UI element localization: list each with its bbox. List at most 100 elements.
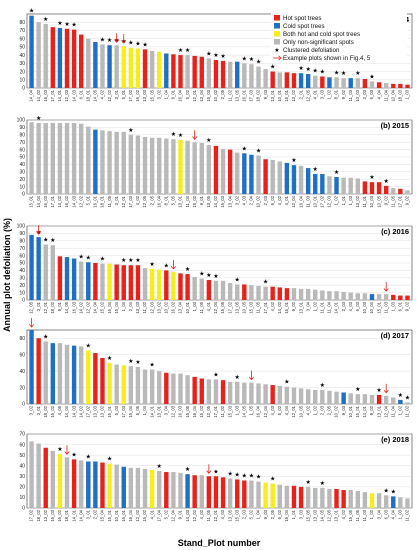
cluster-star-marker: ★ — [78, 254, 83, 261]
bar — [341, 291, 346, 300]
x-category-label: 11_05 — [390, 195, 395, 207]
y-tick-label: 70 — [19, 28, 25, 34]
x-category-label: 12_02 — [78, 195, 83, 207]
x-category-label: 8_01 — [164, 195, 169, 205]
bar — [78, 261, 84, 300]
bar — [178, 55, 183, 88]
x-category-label: 12_02 — [85, 301, 90, 313]
bar — [298, 165, 304, 194]
bar — [355, 178, 361, 194]
bar — [36, 338, 41, 404]
x-category-label: 16_03 — [43, 195, 48, 207]
bar — [383, 395, 389, 404]
x-category-label: 4_02 — [277, 195, 282, 205]
bar — [142, 369, 148, 404]
x-category-label: 1_04 — [256, 509, 261, 519]
x-category-label: 15_05 — [220, 301, 225, 313]
bar — [135, 265, 141, 300]
bar — [57, 27, 63, 89]
x-category-label: 14_02 — [78, 405, 83, 417]
bar — [206, 145, 212, 194]
x-category-label: 11_03 — [305, 195, 310, 207]
x-category-label: 12_03 — [327, 195, 332, 207]
bar — [227, 282, 233, 300]
bar — [327, 176, 332, 194]
y-tick-label: 80 — [19, 133, 25, 139]
bar — [263, 482, 268, 508]
bar — [93, 353, 98, 404]
bar — [305, 168, 311, 194]
cluster-star-marker: ★ — [107, 456, 112, 463]
cluster-star-marker: ★ — [135, 257, 140, 264]
cluster-star-marker: ★ — [64, 21, 69, 28]
bar — [157, 137, 162, 194]
example-plot-arrow — [114, 33, 120, 43]
x-category-label: 9_02 — [383, 195, 388, 205]
x-category-label: 12_03 — [171, 405, 176, 417]
x-category-label: 11_03 — [348, 89, 353, 101]
bar — [369, 81, 375, 88]
bar — [71, 345, 77, 404]
panel-title: (b) 2015 — [381, 121, 409, 130]
bar — [298, 388, 304, 404]
y-tick-label: 50 — [19, 45, 25, 51]
bar — [199, 475, 204, 508]
bar — [213, 60, 219, 88]
x-category-label: 14_02 — [57, 195, 62, 207]
bar — [93, 263, 98, 300]
bar — [320, 290, 325, 300]
y-tick-label: 10 — [19, 184, 25, 190]
bar — [213, 476, 219, 508]
bar — [369, 493, 375, 508]
bar — [398, 188, 403, 194]
cluster-star-marker: ★ — [206, 137, 211, 144]
bar — [341, 177, 346, 194]
bar — [305, 486, 311, 508]
bar — [334, 391, 339, 404]
legend-item: Only non-significant spots — [274, 39, 354, 46]
x-category-label: 16_01 — [93, 195, 98, 207]
cluster-star-marker: ★ — [86, 254, 91, 261]
x-category-label: 13_05 — [227, 509, 232, 521]
bar — [107, 362, 112, 404]
bar — [291, 165, 297, 194]
cluster-star-marker: ★ — [157, 463, 162, 470]
x-axis-title: Stand_Plot number — [178, 538, 261, 548]
bar — [263, 159, 268, 194]
bar — [327, 77, 332, 88]
bar — [242, 63, 247, 88]
x-category-label: 12_05 — [29, 301, 34, 313]
x-category-label: 11_05 — [206, 509, 211, 521]
x-category-label: 12_04 — [291, 195, 296, 207]
x-category-label: 6_03 — [355, 301, 360, 311]
cluster-star-marker: ★ — [43, 334, 48, 341]
bar — [185, 55, 190, 88]
x-category-label: 16_03 — [178, 405, 183, 417]
y-tick-label: 90 — [19, 231, 25, 237]
x-category-label: 12_01 — [291, 405, 296, 417]
bar — [128, 47, 134, 88]
cluster-star-marker: ★ — [383, 178, 388, 185]
bar — [135, 135, 141, 194]
x-category-label: 1_02 — [334, 195, 339, 205]
bar — [242, 382, 247, 404]
y-tick-label: 70 — [19, 246, 25, 252]
legend-item: Both hot and cold spot trees — [274, 31, 360, 38]
legend-label: Both hot and cold spot trees — [283, 31, 360, 38]
bar — [157, 51, 162, 88]
bar — [192, 277, 197, 300]
x-category-label: 10_04 — [369, 301, 374, 313]
cluster-star-marker: ★ — [178, 47, 183, 54]
x-category-label: 13_02 — [355, 195, 360, 207]
cluster-star-marker: ★ — [206, 272, 211, 279]
y-tick-label: 80 — [19, 20, 25, 26]
x-category-label: 14_02 — [277, 301, 282, 313]
x-category-label: 16_01 — [121, 509, 126, 521]
x-category-label: 14_01 — [362, 405, 367, 417]
x-category-label: 17_03 — [249, 89, 254, 101]
cluster-star-marker: ★ — [242, 55, 247, 62]
x-category-label: 12_03 — [64, 89, 69, 101]
x-category-label: 1_01 — [341, 195, 346, 205]
x-category-label: 18_02 — [43, 405, 48, 417]
